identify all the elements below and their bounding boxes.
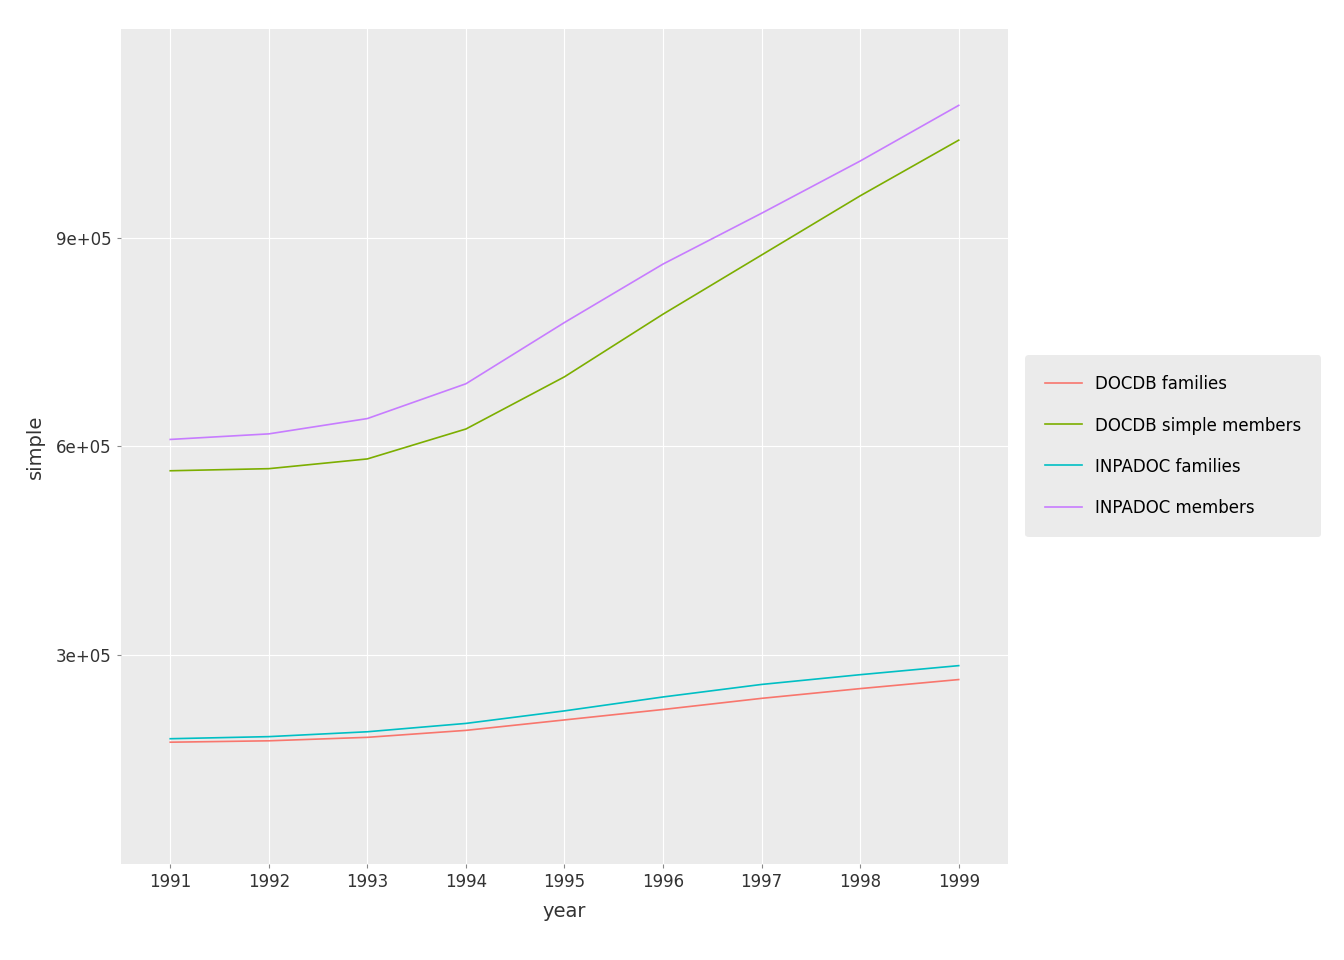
INPADOC members — [359, 413, 375, 424]
DOCDB simple members — [950, 134, 966, 146]
DOCDB simple members — [556, 372, 573, 383]
INPADOC members — [261, 428, 277, 440]
INPADOC members — [754, 207, 770, 219]
DOCDB families — [852, 683, 868, 694]
DOCDB simple members — [261, 463, 277, 474]
DOCDB families — [163, 736, 179, 748]
INPADOC members — [458, 378, 474, 390]
INPADOC families — [261, 731, 277, 742]
DOCDB simple members — [163, 465, 179, 476]
INPADOC families — [655, 691, 671, 703]
INPADOC members — [950, 100, 966, 111]
DOCDB families — [655, 704, 671, 715]
INPADOC members — [163, 434, 179, 445]
INPADOC members — [655, 258, 671, 270]
Line: INPADOC members: INPADOC members — [171, 106, 958, 440]
INPADOC families — [754, 679, 770, 690]
INPADOC families — [458, 718, 474, 730]
DOCDB families — [754, 692, 770, 704]
DOCDB simple members — [754, 250, 770, 261]
Line: DOCDB families: DOCDB families — [171, 680, 958, 742]
DOCDB families — [950, 674, 966, 685]
INPADOC families — [359, 726, 375, 737]
Line: DOCDB simple members: DOCDB simple members — [171, 140, 958, 470]
DOCDB families — [359, 732, 375, 743]
Y-axis label: simple: simple — [26, 414, 46, 479]
INPADOC members — [852, 156, 868, 167]
INPADOC families — [556, 705, 573, 716]
X-axis label: year: year — [543, 902, 586, 922]
DOCDB simple members — [458, 423, 474, 435]
Line: INPADOC families: INPADOC families — [171, 665, 958, 739]
DOCDB simple members — [359, 453, 375, 465]
INPADOC families — [950, 660, 966, 671]
Legend: DOCDB families, DOCDB simple members, INPADOC families, INPADOC members: DOCDB families, DOCDB simple members, IN… — [1025, 355, 1321, 538]
DOCDB families — [458, 725, 474, 736]
DOCDB simple members — [655, 308, 671, 320]
DOCDB families — [556, 714, 573, 726]
INPADOC families — [852, 669, 868, 681]
INPADOC members — [556, 317, 573, 328]
INPADOC families — [163, 733, 179, 745]
DOCDB families — [261, 735, 277, 747]
DOCDB simple members — [852, 190, 868, 202]
